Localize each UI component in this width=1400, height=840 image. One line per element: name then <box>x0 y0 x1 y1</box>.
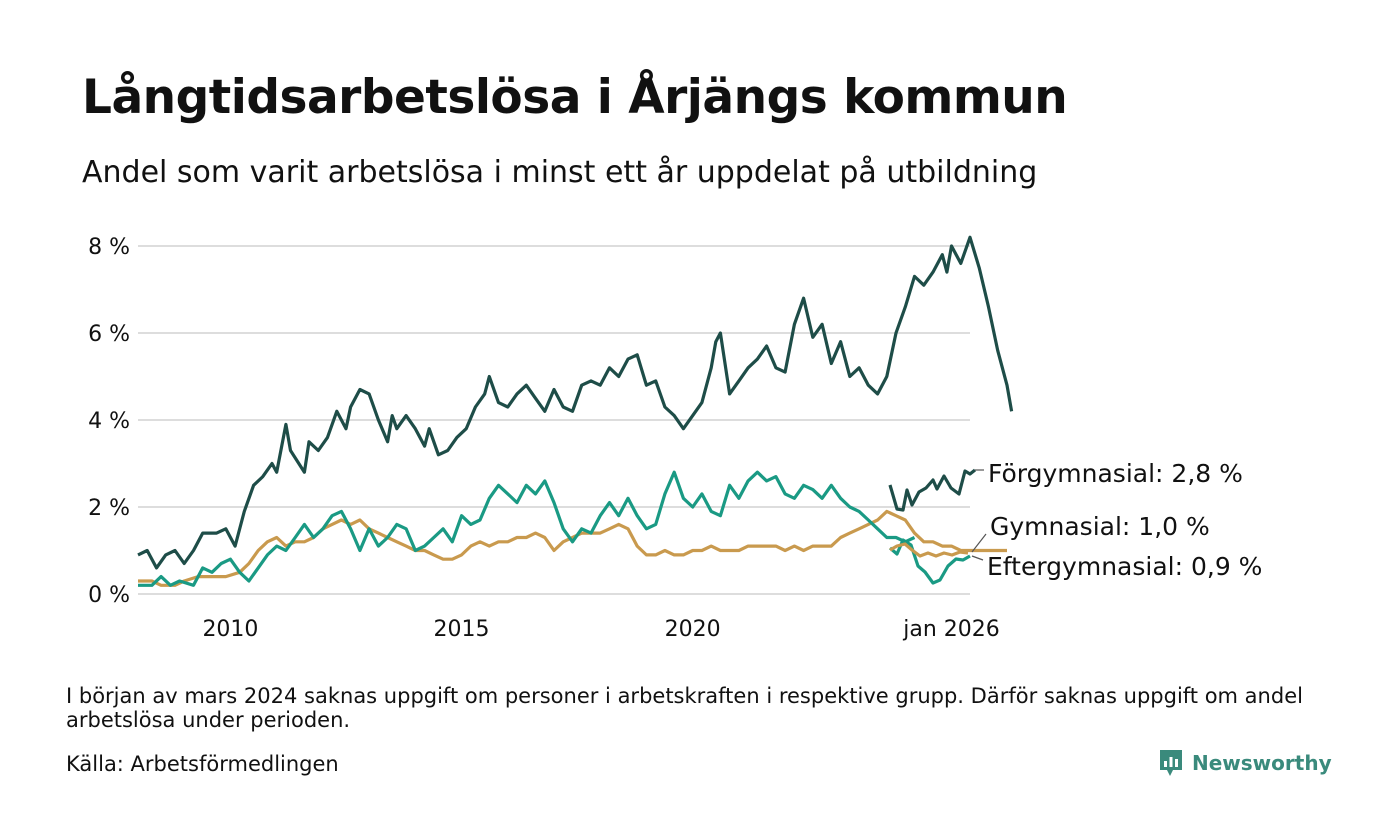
y-axis: 0 % 2 % 4 % 6 % 8 % <box>88 235 130 608</box>
source-text: Källa: Arbetsförmedlingen <box>66 752 339 776</box>
series-end-label: Eftergymnasial: 0,9 % <box>987 552 1262 581</box>
series-line-eftergymnasial <box>138 509 1007 587</box>
series-line-förgymnasial <box>137 235 1014 570</box>
newsworthy-logo[interactable]: Newsworthy <box>1158 748 1332 778</box>
x-tick-label: 2015 <box>434 617 490 642</box>
series-tail-gymnasial <box>888 538 971 585</box>
chart-grid <box>138 245 970 595</box>
x-tick-label: jan 2026 <box>902 617 1000 642</box>
x-tick-label: 2010 <box>202 617 258 642</box>
series-line-gymnasial <box>138 470 916 587</box>
y-tick-label: 0 % <box>88 583 130 608</box>
series-end-label: Förgymnasial: 2,8 % <box>988 459 1243 488</box>
series-tail-eftergymnasial <box>889 542 969 558</box>
page-title: Långtidsarbetslösa i Årjängs kommun <box>82 70 1068 125</box>
y-tick-label: 8 % <box>88 235 130 260</box>
footnote: I början av mars 2024 saknas uppgift om … <box>66 684 1303 732</box>
x-axis: 2010 2015 2020 jan 2026 <box>202 617 999 642</box>
chart-series <box>137 235 1014 587</box>
y-tick-label: 4 % <box>88 409 130 434</box>
label-leader-line <box>971 555 984 561</box>
y-tick-label: 6 % <box>88 322 130 347</box>
page-subtitle: Andel som varit arbetslösa i minst ett å… <box>82 155 1038 190</box>
y-tick-label: 2 % <box>88 496 130 521</box>
series-labels: Förgymnasial: 2,8 % Gymnasial: 1,0 % Efter… <box>971 459 1262 581</box>
chart-bubble-icon <box>1160 750 1182 776</box>
series-tail-forgymnasial <box>888 468 976 512</box>
series-end-label: Gymnasial: 1,0 % <box>990 512 1210 541</box>
brand-name: Newsworthy <box>1192 751 1332 775</box>
label-leader-line <box>971 533 987 553</box>
x-tick-label: 2020 <box>665 617 721 642</box>
